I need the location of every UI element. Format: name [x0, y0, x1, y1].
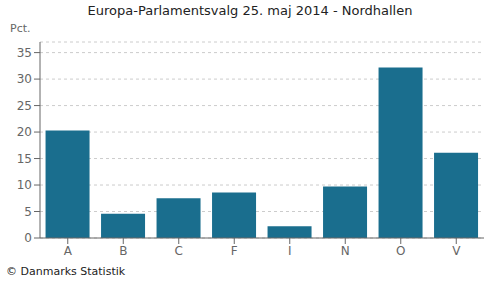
svg-text:N: N — [341, 244, 350, 258]
svg-text:O: O — [396, 244, 405, 258]
html-text:Pct.: Pct. — [10, 22, 31, 35]
svg-text:0: 0 — [24, 231, 32, 245]
svg-text:25: 25 — [17, 99, 32, 113]
svg-text:5: 5 — [24, 205, 32, 219]
svg-text:V: V — [452, 244, 461, 258]
svg-text:15: 15 — [17, 152, 32, 166]
svg-text:35: 35 — [17, 46, 32, 60]
svg-text:20: 20 — [17, 125, 32, 139]
svg-text:A: A — [64, 244, 73, 258]
svg-text:F: F — [231, 244, 238, 258]
svg-text:30: 30 — [17, 72, 32, 86]
svg-text:B: B — [119, 244, 127, 258]
html-text:Europa-Parlamentsvalg 25. maj: Europa-Parlamentsvalg 25. maj 2014 - Nor… — [87, 3, 413, 18]
svg-text:10: 10 — [17, 178, 32, 192]
svg-text:I: I — [288, 244, 292, 258]
svg-text:C: C — [175, 244, 183, 258]
html-text:© Danmarks Statistik: © Danmarks Statistik — [6, 265, 126, 278]
